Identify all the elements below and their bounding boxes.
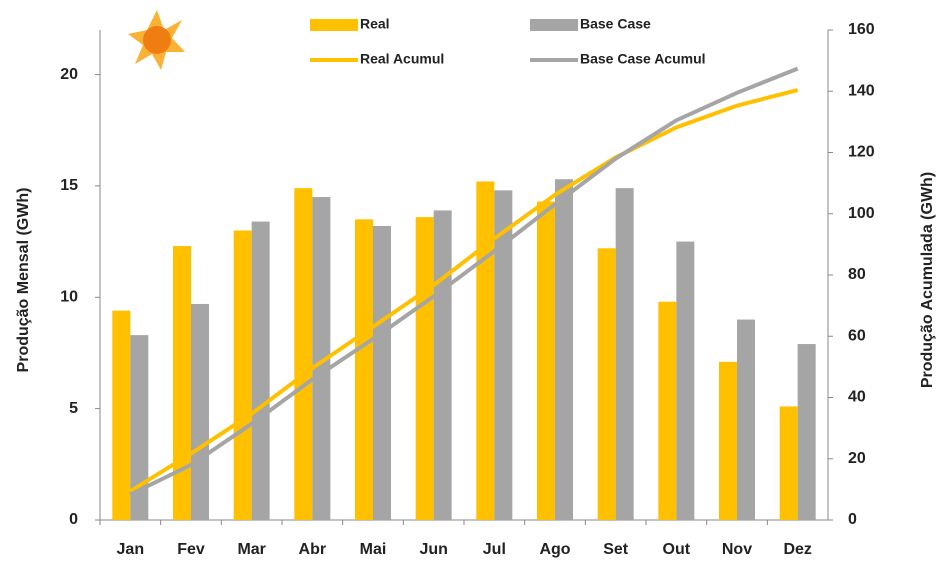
bar <box>312 197 331 520</box>
x-tick-label: Abr <box>299 541 327 558</box>
legend-label: Base Case <box>580 16 651 32</box>
x-tick-label: Mar <box>237 541 265 558</box>
x-tick-label: Jan <box>117 541 145 558</box>
y2-tick-label: 100 <box>848 205 875 222</box>
x-tick-label: Mai <box>360 541 387 558</box>
bar <box>555 179 573 520</box>
x-tick-label: Nov <box>722 541 752 558</box>
bar <box>676 241 695 520</box>
x-tick-label: Set <box>603 541 629 558</box>
legend-swatch <box>530 19 578 31</box>
x-tick-label: Ago <box>539 541 570 558</box>
bar <box>537 201 555 520</box>
y2-tick-label: 60 <box>848 327 866 344</box>
bar <box>476 181 495 521</box>
bar <box>779 406 798 520</box>
line <box>129 66 799 497</box>
x-tick-label: Jun <box>419 541 447 558</box>
bar <box>658 301 677 520</box>
y-axis-label: Produção Mensal (GWh) <box>15 188 32 373</box>
y2-axis-label: Produção Acumulada (GWh) <box>919 172 936 388</box>
bar <box>355 219 373 520</box>
legend-label: Base Case Acumul <box>580 51 706 67</box>
bar <box>173 246 191 520</box>
y2-tick-label: 40 <box>848 389 866 406</box>
y-tick-label: 15 <box>60 177 78 194</box>
y2-tick-label: 120 <box>848 144 875 161</box>
y-tick-label: 10 <box>60 288 78 305</box>
legend-label: Real <box>360 16 390 32</box>
bar <box>415 217 434 520</box>
y-tick-label: 20 <box>60 66 78 83</box>
bar <box>797 344 816 520</box>
y2-tick-label: 0 <box>848 511 857 528</box>
bar <box>112 310 131 520</box>
y2-tick-label: 80 <box>848 266 866 283</box>
x-tick-label: Fev <box>177 541 205 558</box>
bar <box>597 248 616 521</box>
y2-tick-label: 160 <box>848 21 875 38</box>
x-tick-label: Dez <box>783 541 811 558</box>
legend-label: Real Acumul <box>360 51 444 67</box>
bar <box>494 190 513 520</box>
bar <box>251 221 270 520</box>
x-tick-label: Jul <box>483 541 506 558</box>
bar <box>130 335 149 520</box>
y-tick-label: 0 <box>69 511 78 528</box>
y2-tick-label: 20 <box>848 450 866 467</box>
legend-swatch <box>310 19 358 31</box>
bar <box>191 303 209 520</box>
bar <box>373 226 391 520</box>
line <box>129 88 799 493</box>
bar <box>719 361 737 520</box>
bar <box>233 230 252 521</box>
y-tick-label: 5 <box>69 400 78 417</box>
bar <box>737 319 755 520</box>
x-tick-label: Out <box>663 541 691 558</box>
bar <box>433 210 452 520</box>
bar <box>615 188 634 521</box>
sun-icon <box>128 10 185 70</box>
bar <box>294 188 313 521</box>
y2-tick-label: 140 <box>848 82 875 99</box>
